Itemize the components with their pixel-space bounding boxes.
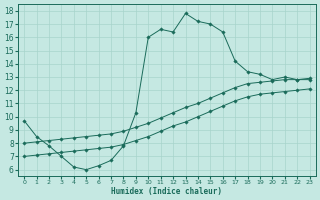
X-axis label: Humidex (Indice chaleur): Humidex (Indice chaleur) xyxy=(111,187,222,196)
